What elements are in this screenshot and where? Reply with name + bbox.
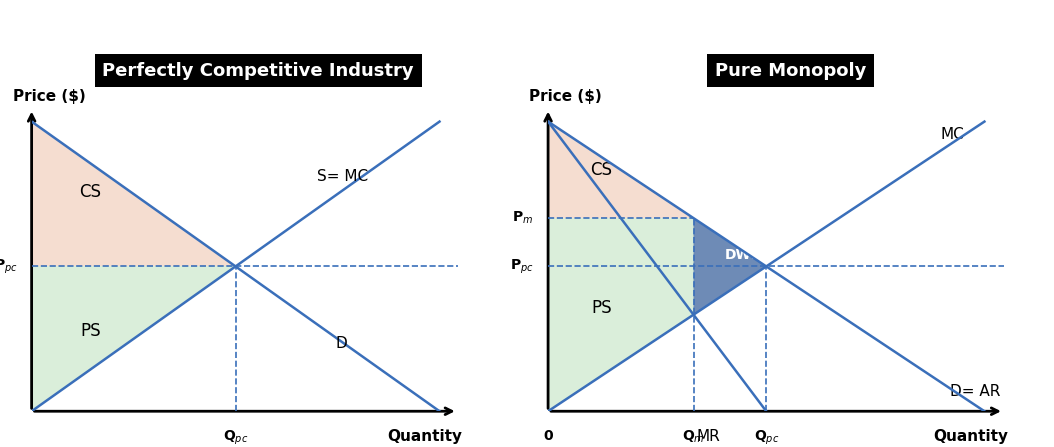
Text: Q$_m$: Q$_m$ [682, 429, 705, 445]
Text: PS: PS [591, 299, 611, 317]
Polygon shape [548, 218, 694, 411]
Text: P$_{pc}$: P$_{pc}$ [510, 257, 533, 275]
Polygon shape [548, 122, 694, 218]
Text: MR: MR [697, 429, 720, 444]
Text: DWL: DWL [725, 248, 761, 262]
Text: S= MC: S= MC [317, 169, 368, 184]
Text: Quantity: Quantity [934, 429, 1009, 444]
Text: P$_m$: P$_m$ [512, 210, 533, 226]
Text: D: D [335, 336, 347, 351]
Polygon shape [32, 122, 236, 266]
Text: CS: CS [79, 183, 101, 202]
Text: Price ($): Price ($) [529, 89, 602, 104]
Text: Price ($): Price ($) [14, 89, 86, 104]
Text: Perfectly Competitive Industry: Perfectly Competitive Industry [102, 62, 414, 80]
Text: MC: MC [941, 127, 964, 142]
Text: Pure Monopoly: Pure Monopoly [715, 62, 866, 80]
Text: 0: 0 [543, 429, 553, 443]
Text: CS: CS [590, 161, 612, 179]
Text: P$_{pc}$: P$_{pc}$ [0, 257, 18, 275]
Text: Quantity: Quantity [387, 429, 462, 444]
Text: Q$_{pc}$: Q$_{pc}$ [754, 429, 779, 447]
Polygon shape [32, 266, 236, 411]
Text: PS: PS [80, 322, 101, 340]
Text: Q$_{pc}$: Q$_{pc}$ [222, 429, 249, 447]
Polygon shape [694, 218, 766, 315]
Text: D= AR: D= AR [951, 384, 1001, 400]
